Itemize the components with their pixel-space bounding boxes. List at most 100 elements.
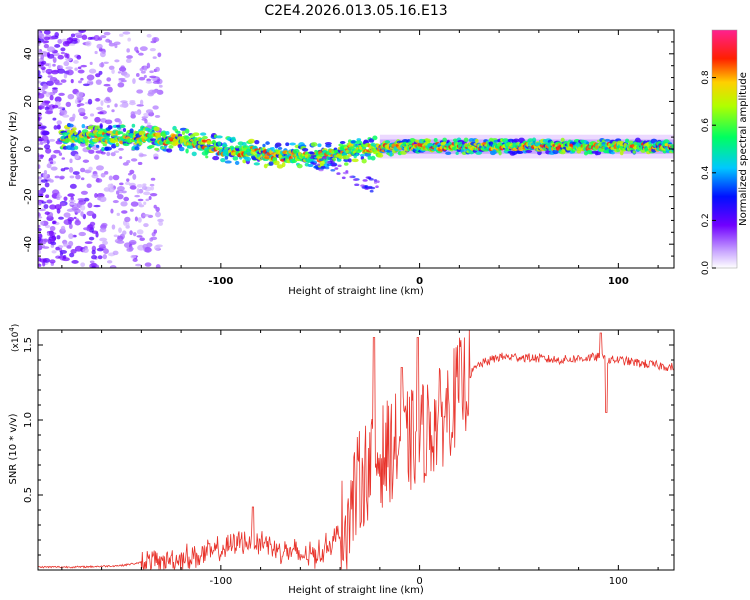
spectrogram-cell (72, 171, 80, 175)
spectrogram-cell (62, 114, 70, 118)
spectrogram-cell (74, 99, 79, 104)
spectrogram-cell (231, 138, 237, 142)
spectrogram-cell (99, 237, 108, 242)
spectrogram-cell (42, 261, 46, 267)
spectrogram-cell (45, 91, 50, 98)
spectrogram-cell (633, 141, 639, 147)
spectrogram-cell (138, 141, 143, 146)
spectrogram-cell (132, 232, 137, 237)
spectrogram-cell (165, 130, 170, 136)
spectrogram-cell (82, 159, 90, 163)
spectrogram-cell (40, 179, 48, 183)
spectrogram-cell (112, 200, 119, 204)
spectrogram-ytick-label: -40 (23, 236, 34, 252)
spectrogram-cell (38, 116, 41, 122)
spectrogram-cell (77, 103, 85, 106)
spectrogram-cell (49, 77, 58, 82)
spectrogram-cell (136, 184, 143, 188)
spectrogram-cell (130, 208, 134, 212)
spectrogram-cell (38, 164, 41, 169)
spectrogram-cell (560, 137, 565, 143)
snr-multiplier: (x104) (8, 324, 21, 352)
spectrogram-cell (83, 227, 91, 231)
spectrogram-cell (364, 185, 369, 188)
spectrogram-cell (72, 113, 76, 120)
spectrogram-cell (45, 147, 52, 154)
spectrogram-cell (321, 156, 328, 160)
spectrogram-cell (59, 202, 66, 207)
spectrogram-cell (94, 264, 100, 268)
spectrogram-cell (139, 46, 148, 52)
spectrogram-cell (60, 109, 68, 116)
spectrogram-cell (146, 62, 151, 69)
spectrogram-cell (127, 37, 132, 42)
spectrogram-cell (373, 181, 378, 184)
spectrogram-cell (111, 68, 115, 74)
spectrogram-cell (67, 193, 75, 197)
spectrogram-cell (46, 80, 54, 86)
spectrogram-cell (56, 65, 63, 69)
spectrogram-cell (101, 222, 108, 228)
spectrogram-cell (152, 105, 159, 110)
spectrogram-cell (273, 160, 280, 166)
spectrogram-cell (95, 165, 104, 171)
spectrogram-cell (63, 60, 70, 67)
spectrogram-cell (38, 200, 42, 206)
spectrogram-cell (149, 138, 157, 142)
spectrogram-cell (43, 30, 51, 35)
spectrogram-cell (119, 33, 124, 37)
spectrogram-cell (369, 186, 376, 190)
spectrogram-cell (91, 249, 96, 255)
spectrogram-cell (117, 82, 125, 88)
spectrogram-cell (153, 156, 159, 160)
spectrogram-cell (158, 84, 163, 88)
spectrogram-cell (58, 152, 63, 156)
spectrogram-cell (47, 46, 55, 53)
spectrogram-cell (307, 163, 314, 168)
spectrogram-cell (49, 259, 56, 264)
spectrogram-cell (152, 56, 157, 59)
spectrogram-cell (95, 79, 102, 85)
spectrogram-cell (38, 48, 41, 52)
spectrogram-cell (117, 71, 122, 74)
spectrogram-cell (80, 77, 84, 81)
spectrogram-cell (103, 83, 111, 87)
spectrogram-cell (151, 89, 160, 94)
spectrogram-cell (463, 137, 469, 143)
colorbar-tick-label: 0.8 (701, 70, 711, 85)
spectrogram-cell (74, 145, 79, 150)
spectrogram-cell (69, 202, 76, 206)
spectrogram-cell (54, 82, 63, 86)
spectrogram-cell (134, 216, 138, 222)
spectrogram-cell (68, 233, 74, 240)
spectrogram-cell (389, 151, 393, 157)
spectrogram-cell (48, 138, 56, 142)
spectrogram-cell (122, 128, 127, 133)
spectrogram-cell (57, 106, 64, 110)
colorbar-tick-label: 0.6 (701, 118, 711, 133)
spectrogram-cell (110, 152, 116, 157)
spectrogram-cell (125, 58, 132, 63)
spectrogram-cell (89, 113, 95, 117)
spectrogram-cell (53, 149, 61, 154)
spectrogram-cell (143, 74, 147, 79)
spectrogram-cell (265, 141, 270, 145)
spectrogram-cell (88, 236, 95, 241)
spectrogram-cell (154, 147, 160, 151)
spectrogram-cell (369, 189, 374, 193)
spectrogram-cell (375, 185, 379, 189)
spectrogram-cell (149, 48, 156, 52)
spectrogram-cell (153, 229, 158, 234)
spectrogram-cell (310, 142, 318, 147)
spectrogram-cell (281, 161, 286, 168)
spectrogram-cell (275, 142, 282, 148)
spectrogram-cell (116, 212, 120, 216)
spectrogram-cell (91, 173, 99, 179)
spectrogram-cell (45, 194, 50, 199)
spectrogram-cell (51, 250, 57, 254)
spectrogram-cell (137, 198, 144, 202)
spectrogram-cell (268, 161, 274, 166)
spectrogram-cell (82, 248, 89, 253)
spectrogram-cell (604, 138, 611, 142)
spectrogram-cell (80, 190, 88, 195)
